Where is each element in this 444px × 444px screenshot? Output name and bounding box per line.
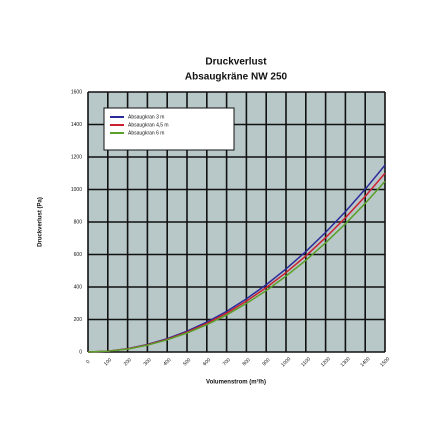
x-tick-label: 300: [143, 357, 153, 367]
legend-label: Absaugkran 3 m: [128, 114, 164, 120]
y-tick-label: 1200: [71, 154, 82, 160]
y-axis-label: Druckverlust (Pa): [38, 197, 44, 247]
x-tick-label: 500: [182, 357, 192, 367]
chart-subtitle: Absaugkräne NW 250: [185, 72, 288, 83]
x-tick-label: 900: [261, 357, 271, 367]
x-tick-label: 1000: [280, 356, 292, 368]
x-tick-label: 700: [222, 357, 232, 367]
legend-box: [103, 107, 235, 151]
y-tick-label: 800: [74, 219, 83, 225]
y-tick-label: 600: [74, 252, 83, 258]
y-tick-label: 0: [79, 349, 82, 355]
x-tick-label: 800: [242, 357, 252, 367]
x-tick-label: 1400: [359, 356, 371, 368]
y-tick-label: 200: [74, 317, 83, 323]
x-tick-label: 1300: [340, 356, 352, 368]
x-tick-label: 600: [202, 357, 212, 367]
data-line: [87, 180, 386, 353]
y-tick-label: 1600: [71, 89, 82, 95]
x-tick-label: 1500: [379, 356, 391, 368]
y-tick-label: 400: [74, 284, 83, 290]
x-tick-label: 400: [162, 357, 172, 367]
x-axis-label: Volumenstrom (m³/h): [206, 379, 266, 386]
x-tick-label: 100: [103, 357, 113, 367]
legend-label: Absaugkran 6 m: [128, 130, 164, 136]
x-tick-label: 0: [85, 359, 91, 365]
x-tick-label: 1100: [300, 356, 312, 368]
y-tick-label: 1400: [71, 122, 82, 128]
chart-title: Druckverlust: [205, 57, 267, 68]
y-tick-label: 1000: [71, 187, 82, 193]
legend-label: Absaugkran 4,5 m: [128, 122, 169, 128]
x-tick-label: 200: [123, 357, 133, 367]
x-tick-label: 1200: [320, 356, 332, 368]
